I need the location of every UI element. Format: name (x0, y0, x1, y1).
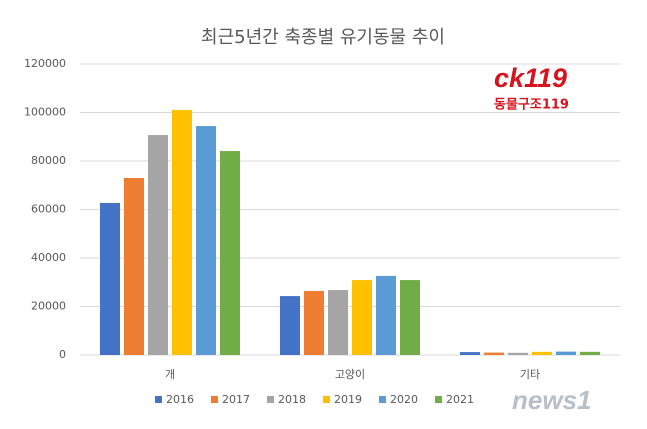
bar (172, 110, 192, 355)
bar (460, 352, 480, 355)
bar (484, 352, 504, 355)
legend-swatch (379, 396, 386, 403)
bar (376, 275, 396, 355)
legend-label: 2016 (166, 393, 194, 406)
bar (580, 351, 600, 355)
legend-swatch (267, 396, 274, 403)
bar (328, 290, 348, 355)
legend-swatch (211, 396, 218, 403)
y-tick-label: 120000 (24, 57, 66, 70)
bar (220, 151, 240, 355)
bar (352, 280, 372, 355)
bar (400, 280, 420, 355)
bar (532, 351, 552, 355)
legend-label: 2021 (446, 393, 474, 406)
bar (100, 202, 120, 355)
y-tick-label: 0 (59, 348, 66, 361)
bar (124, 177, 144, 355)
y-tick-label: 80000 (31, 154, 66, 167)
bar (148, 135, 168, 355)
y-tick-label: 20000 (31, 300, 66, 313)
chart-title: 최근5년간 축종별 유기동물 추이 (201, 27, 445, 48)
legend-swatch (155, 396, 162, 403)
legend-label: 2020 (390, 393, 418, 406)
x-tick-label: 개 (165, 368, 175, 381)
legend-swatch (323, 396, 330, 403)
y-tick-label: 100000 (24, 106, 66, 119)
legend-label: 2018 (278, 393, 306, 406)
watermark: news1 (512, 385, 592, 415)
logo-mark: ck119 (494, 63, 567, 93)
bar (304, 290, 324, 355)
y-tick-label: 60000 (31, 203, 66, 216)
legend-swatch (435, 396, 442, 403)
x-tick-label: 고양이 (335, 368, 365, 381)
logo-text: 동물구조119 (494, 98, 569, 113)
legend-label: 2017 (222, 393, 250, 406)
legend-label: 2019 (334, 393, 362, 406)
y-tick-label: 40000 (31, 251, 66, 264)
x-tick-label: 기타 (520, 368, 540, 381)
bar (280, 296, 300, 355)
bar (508, 352, 528, 355)
bar (196, 126, 216, 355)
bar (556, 351, 576, 355)
